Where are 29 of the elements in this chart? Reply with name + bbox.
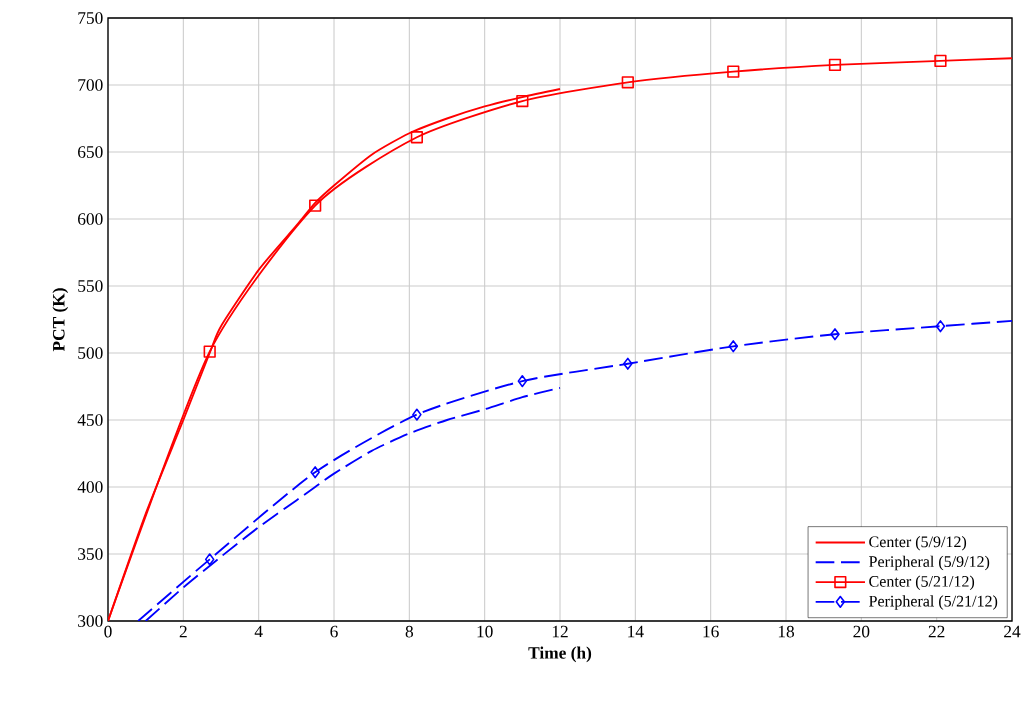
x-tick-label: 10 <box>477 625 493 638</box>
legend-label: Center (5/9/12) <box>869 535 967 551</box>
y-tick-label: 350 <box>78 548 103 560</box>
y-tick-label: 300 <box>78 615 103 627</box>
x-tick-label: 0 <box>104 625 112 638</box>
y-tick-label: 650 <box>78 146 103 158</box>
x-tick-label: 2 <box>179 625 187 638</box>
y-tick-label: 700 <box>78 79 103 91</box>
x-tick-label: 4 <box>254 625 263 638</box>
legend-label: Center (5/21/12) <box>869 575 975 591</box>
y-tick-label: 450 <box>77 414 103 426</box>
y-axis-title: PCT (K) <box>52 288 69 352</box>
x-tick-label: 16 <box>703 625 719 638</box>
y-tick-label: 600 <box>78 213 103 225</box>
x-tick-label: 22 <box>928 625 945 638</box>
x-tick-label: 12 <box>552 625 568 638</box>
x-tick-label: 24 <box>1004 625 1021 638</box>
y-tick-label: 550 <box>78 280 103 292</box>
x-tick-label: 14 <box>628 625 644 638</box>
x-axis-title: Time (h) <box>528 646 592 663</box>
x-tick-label: 8 <box>405 625 414 638</box>
y-tick-label: 400 <box>77 481 103 493</box>
x-tick-label: 20 <box>853 625 870 638</box>
y-tick-label: 750 <box>78 12 103 24</box>
legend-label: Peripheral (5/9/12) <box>869 555 990 571</box>
x-tick-label: 18 <box>778 625 795 638</box>
y-tick-label: 500 <box>78 347 103 359</box>
legend-label: Peripheral (5/21/12) <box>869 595 998 610</box>
x-tick-label: 6 <box>330 625 338 638</box>
